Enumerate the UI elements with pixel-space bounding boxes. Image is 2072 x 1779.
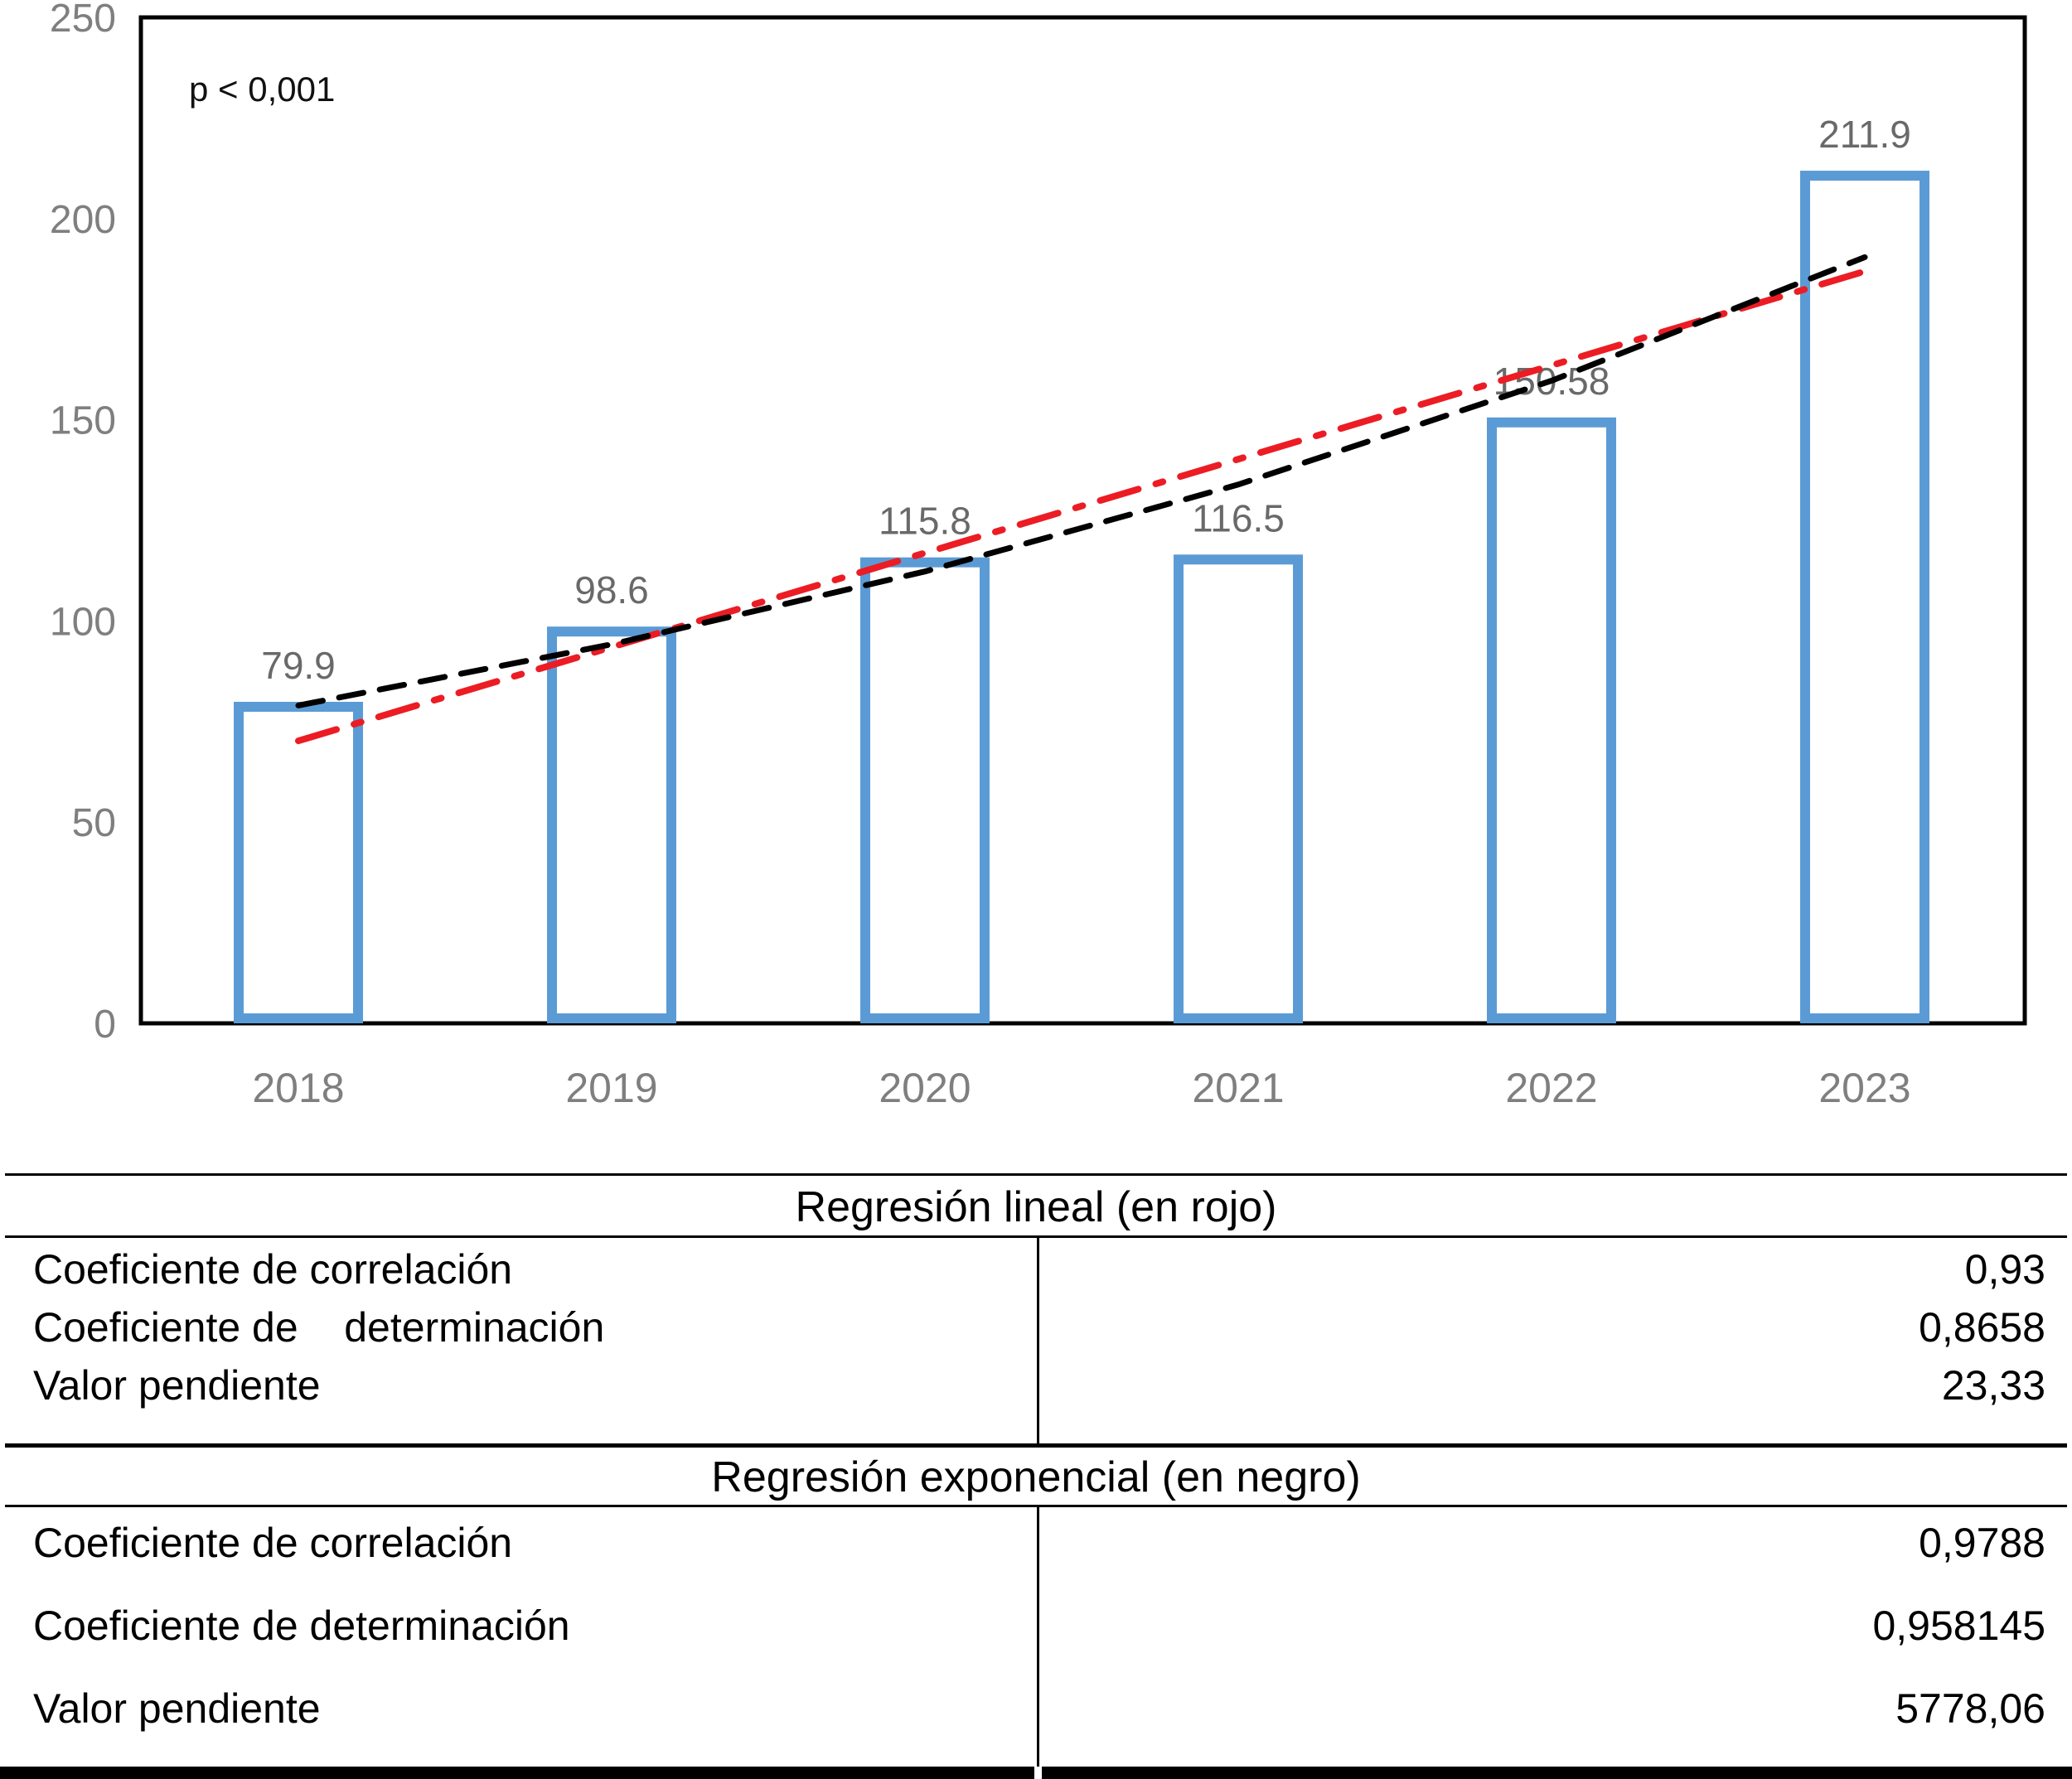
- y-tick-label: 50: [72, 801, 116, 845]
- x-tick-label: 2021: [1192, 1065, 1284, 1111]
- y-tick-label: 250: [50, 0, 116, 41]
- bar-value-label: 115.8: [879, 500, 971, 543]
- bar: [234, 702, 363, 1023]
- linear-trendline: [295, 268, 1868, 745]
- table-row: Valor pendiente 23,33: [0, 1361, 2072, 1410]
- table-row-label: Coeficiente de determinación: [33, 1304, 605, 1351]
- table-row-value: 0,9788: [1919, 1520, 2045, 1566]
- table-row: Valor pendiente 5778,06: [0, 1684, 2072, 1733]
- table-row-label: Coeficiente de determinación: [33, 1603, 570, 1649]
- table-column-divider: [1037, 1507, 1039, 1767]
- table-header-underline: [5, 1235, 2067, 1238]
- table-row-label: Coeficiente de correlación: [33, 1520, 513, 1566]
- table-row: Coeficiente de determinación 0,958145: [0, 1601, 2072, 1651]
- y-tick-label: 150: [50, 399, 116, 443]
- table-row-label: Valor pendiente: [33, 1685, 321, 1732]
- x-tick-label: 2019: [565, 1065, 657, 1111]
- x-tick-label: 2023: [1818, 1065, 1910, 1111]
- table-row-value: 5778,06: [1895, 1685, 2045, 1732]
- p-value-annotation: p < 0,001: [189, 70, 335, 109]
- plot-border: [138, 15, 2027, 1026]
- bar: [860, 557, 990, 1023]
- bar-chart-svg: 0 50 100 150 200 250 2018 2019 2020 2021 2022 2023 7…: [50, 0, 2027, 1111]
- x-tick-label: 2022: [1505, 1065, 1597, 1111]
- exponential-trendline: [295, 254, 1868, 708]
- table-section-header-exponential: Regresión exponencial (en negro): [711, 1453, 1361, 1501]
- x-tick-label: 2020: [879, 1065, 971, 1111]
- table-bottom-bar-gap: [1034, 1767, 1042, 1779]
- table-column-divider: [1037, 1238, 1039, 1443]
- y-tick-label: 200: [50, 198, 116, 242]
- bar-value-label: 79.9: [261, 644, 336, 687]
- table-row-label: Valor pendiente: [33, 1362, 321, 1409]
- bar-value-label: 116.5: [1192, 496, 1285, 539]
- table-row-value: 0,958145: [1872, 1603, 2045, 1649]
- bar-chart: 0 50 100 150 200 250 2018 2019 2020 2021 2022 2023 7…: [50, 0, 2027, 1111]
- bar: [1800, 171, 1929, 1023]
- bar-value-label: 211.9: [1818, 113, 1911, 156]
- bar: [547, 626, 676, 1024]
- table-row-value: 0,93: [1964, 1246, 2045, 1293]
- bar-value-label: 98.6: [574, 568, 649, 612]
- table-section-divider: [5, 1443, 2067, 1448]
- table-row-label: Coeficiente de correlación: [33, 1246, 513, 1293]
- regression-table: Regresión lineal (en rojo) Coeficiente d…: [0, 1172, 2072, 1779]
- table-row: Coeficiente de determinación 0,8658: [0, 1303, 2072, 1352]
- x-tick-label: 2018: [252, 1065, 344, 1111]
- table-section-header-linear: Regresión lineal (en rojo): [795, 1183, 1277, 1231]
- y-tick-label: 100: [50, 600, 116, 644]
- table-row-value: 0,8658: [1919, 1304, 2045, 1351]
- bar: [1487, 417, 1616, 1023]
- table-row: Coeficiente de correlación 0,93: [0, 1245, 2072, 1294]
- table-row-value: 23,33: [1941, 1362, 2045, 1409]
- y-tick-label: 0: [94, 1003, 116, 1047]
- table-header-underline: [5, 1505, 2067, 1507]
- table-row: Coeficiente de correlación 0,9788: [0, 1518, 2072, 1568]
- table-top-border: [5, 1173, 2067, 1176]
- bar: [1174, 554, 1303, 1023]
